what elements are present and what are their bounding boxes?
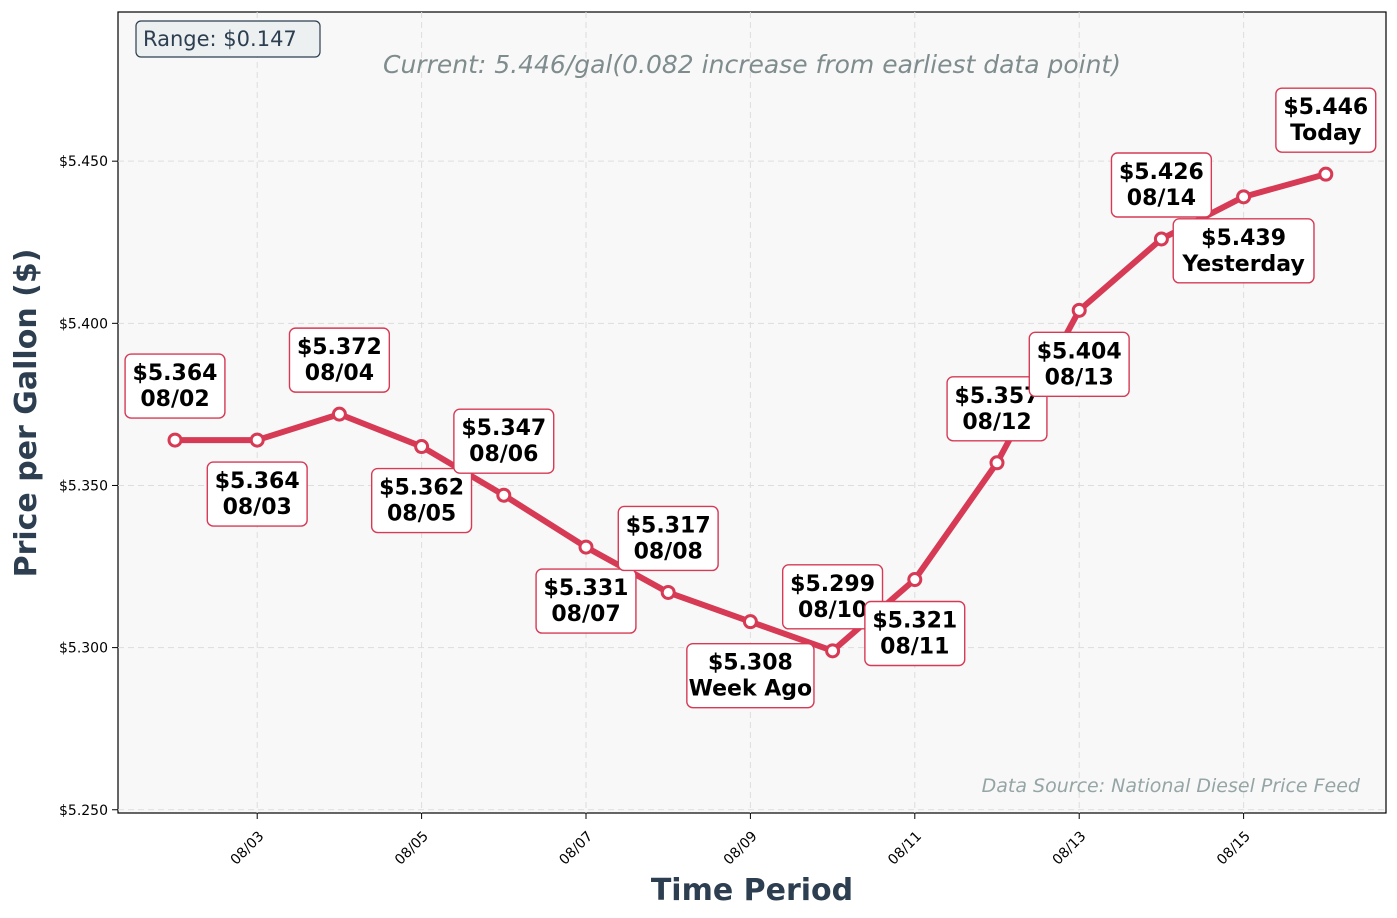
data-label-price: $5.426 bbox=[1119, 160, 1204, 185]
data-point bbox=[167, 432, 183, 448]
data-point bbox=[1318, 166, 1334, 182]
data-label-price: $5.321 bbox=[872, 609, 957, 634]
source-note: Data Source: National Diesel Price Feed bbox=[982, 775, 1361, 797]
x-tick-label: 08/03 bbox=[228, 828, 268, 868]
x-tick-label: 08/11 bbox=[885, 828, 925, 868]
data-label-price: $5.372 bbox=[297, 335, 382, 360]
data-label-date: 08/07 bbox=[551, 602, 620, 627]
data-labels: $5.36408/02$5.36408/03$5.37208/04$5.3620… bbox=[124, 87, 1377, 709]
data-label-price: $5.347 bbox=[461, 416, 546, 441]
data-label-price: $5.317 bbox=[626, 513, 711, 538]
data-label-date: 08/10 bbox=[798, 598, 867, 623]
data-point bbox=[742, 614, 758, 630]
data-label-box bbox=[781, 564, 884, 630]
data-point bbox=[825, 643, 841, 659]
data-point bbox=[1071, 302, 1087, 318]
data-label-box bbox=[535, 568, 637, 634]
data-label-box bbox=[1172, 218, 1315, 284]
data-point bbox=[1236, 189, 1252, 205]
data-label-price: $5.308 bbox=[708, 651, 793, 676]
x-tick-label: 08/13 bbox=[1050, 828, 1090, 868]
data-label-price: $5.439 bbox=[1201, 226, 1286, 251]
data-label-date: 08/08 bbox=[634, 539, 703, 564]
data-label-price: $5.362 bbox=[379, 476, 464, 501]
y-tick-label: $5.450 bbox=[59, 154, 108, 170]
data-label-box bbox=[288, 327, 391, 393]
data-label-box bbox=[686, 642, 815, 709]
y-tick-label: $5.300 bbox=[59, 641, 108, 657]
range-badge-text: Range: $0.147 bbox=[143, 27, 297, 51]
data-label-price: $5.364 bbox=[133, 361, 218, 386]
data-label-price: $5.357 bbox=[955, 384, 1040, 409]
data-label-date: 08/05 bbox=[387, 502, 456, 527]
data-label-date: Yesterday bbox=[1181, 252, 1304, 277]
data-label-date: 08/14 bbox=[1127, 186, 1196, 211]
data-label-date: Week Ago bbox=[689, 677, 813, 702]
data-point bbox=[249, 432, 265, 448]
data-label-date: Today bbox=[1290, 121, 1361, 146]
x-tick-label: 08/09 bbox=[721, 828, 761, 868]
y-axis-label: Price per Gallon ($) bbox=[9, 249, 44, 578]
data-point bbox=[414, 439, 430, 455]
x-tick-label: 08/07 bbox=[556, 828, 596, 868]
data-label-box bbox=[370, 467, 473, 534]
y-tick-label: $5.250 bbox=[59, 803, 108, 819]
data-label-date: 08/06 bbox=[469, 442, 538, 467]
data-label-price: $5.331 bbox=[544, 576, 629, 601]
data-point bbox=[331, 406, 347, 422]
data-label-box bbox=[1028, 331, 1130, 398]
y-tick-label: $5.400 bbox=[59, 316, 108, 332]
series-layer bbox=[167, 166, 1334, 659]
data-point bbox=[907, 572, 923, 588]
data-label-date: 08/11 bbox=[880, 635, 949, 660]
data-label-box bbox=[453, 408, 555, 474]
x-tick-label: 08/15 bbox=[1214, 828, 1254, 868]
data-label-box bbox=[206, 461, 308, 527]
data-label-box bbox=[946, 376, 1048, 442]
data-label-date: 08/04 bbox=[305, 361, 374, 386]
data-label-price: $5.299 bbox=[790, 572, 875, 597]
data-label-date: 08/03 bbox=[223, 495, 292, 520]
data-label-box bbox=[864, 600, 966, 667]
data-label-box bbox=[1110, 152, 1213, 218]
data-label-price: $5.446 bbox=[1283, 95, 1368, 120]
data-label-price: $5.404 bbox=[1037, 339, 1122, 364]
data-label-box bbox=[124, 353, 226, 419]
data-label-price: $5.364 bbox=[215, 469, 300, 494]
data-point bbox=[1153, 231, 1169, 247]
x-axis-label: Time Period bbox=[651, 873, 853, 908]
range-badge: Range: $0.147 bbox=[135, 20, 321, 58]
data-label-date: 08/02 bbox=[140, 387, 209, 412]
y-tick-label: $5.350 bbox=[59, 478, 108, 494]
data-point bbox=[660, 584, 676, 600]
data-label-box bbox=[1275, 87, 1377, 153]
data-point bbox=[989, 455, 1005, 471]
data-point bbox=[578, 539, 594, 555]
data-label-date: 08/12 bbox=[962, 410, 1031, 435]
data-point bbox=[496, 487, 512, 503]
subtitle: Current: 5.446/gal(0.082 increase from e… bbox=[383, 50, 1121, 79]
data-label-date: 08/13 bbox=[1045, 365, 1114, 390]
x-tick-label: 08/05 bbox=[392, 828, 432, 868]
data-label-box bbox=[617, 505, 719, 572]
